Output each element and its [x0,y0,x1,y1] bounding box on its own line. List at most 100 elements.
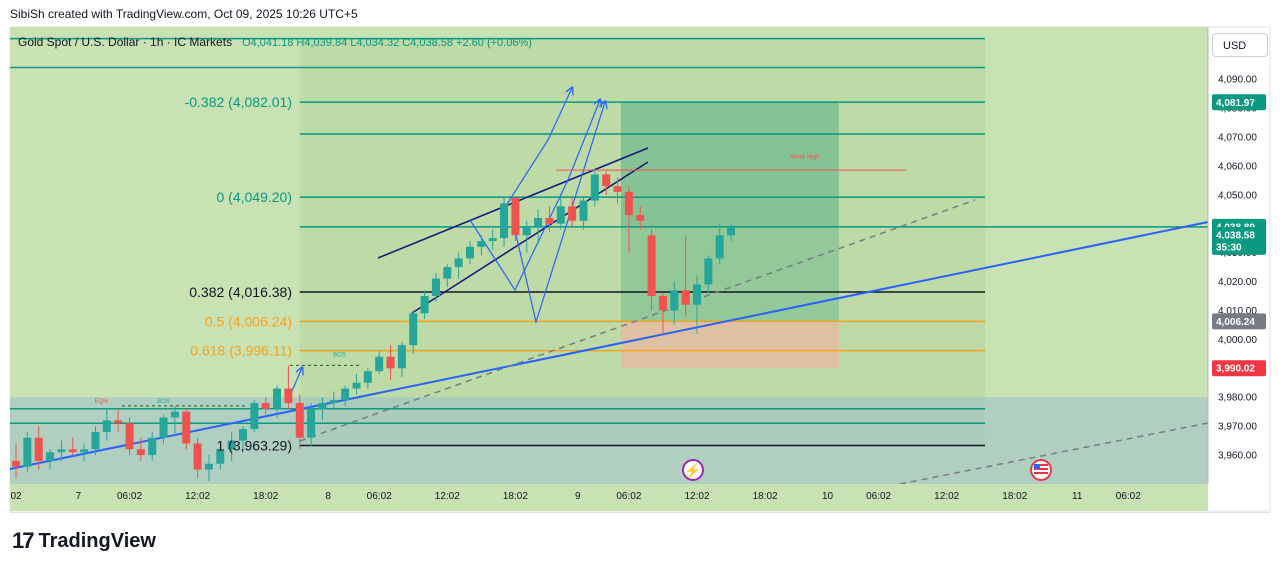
candle [670,281,679,325]
time-tick-label: 06:02 [1116,491,1141,502]
candle [409,310,418,354]
candle [182,408,191,450]
candle-body [68,449,77,453]
time-tick-label: 06:02 [117,491,142,502]
candle [170,405,179,435]
price-tick-label: 3,980.00 [1218,393,1257,404]
candle-body [193,443,202,470]
candle-body [46,452,55,461]
price-badge-label: 4,081.97 [1216,98,1255,109]
candle [545,206,554,233]
candle-body [534,217,543,227]
candle [511,197,520,242]
candle-body [318,403,327,409]
candle-body [23,437,32,467]
candle [250,400,259,432]
price-tick-label: 4,000.00 [1218,335,1257,346]
stop-zone [620,321,839,369]
candle-body [204,463,213,470]
candle [57,440,66,461]
ohlc-readout: O4,041.18 H4,039.84 L4,034.32 C4,038.58 … [242,37,532,49]
candle [693,275,701,334]
candle-body [182,411,191,444]
tradingview-logo[interactable]: 17 TradingView [12,528,156,553]
candle-body [431,278,440,296]
time-tick-label: 06:02 [866,491,891,502]
price-badge [1212,94,1266,111]
candle [568,197,577,227]
candle [715,223,724,265]
price-tick-label: 4,050.00 [1218,190,1257,201]
candle [227,431,236,461]
candle [363,368,372,389]
currency-button[interactable]: USD [1212,33,1268,57]
time-tick-label: 12:02 [684,491,709,502]
price-tick-label: 3,960.00 [1218,451,1257,462]
time-tick-label: 06:02 [616,491,641,502]
channel-lower-line [411,161,649,314]
candle-body [488,238,497,242]
candle [352,374,361,395]
candle-body [80,449,89,453]
candle-body [681,290,690,305]
candle [102,408,111,441]
candle [443,264,452,288]
candle [420,290,429,320]
candle-body [454,258,463,268]
candle [193,437,202,479]
candle-body [443,267,452,279]
us-flag-icon[interactable] [1030,459,1052,481]
candle [704,255,713,294]
candle [125,417,134,456]
candle-body [284,388,293,404]
candle [159,414,168,444]
time-tick-label: 18:02 [753,491,778,502]
candle-body [273,388,282,409]
candle [522,220,531,253]
time-tick-label: 12:02 [435,491,460,502]
candle-body [511,197,520,236]
candle-body [579,200,588,221]
candle-body [57,449,66,453]
time-tick-label: 8 [325,491,331,502]
fib-level-label: 0.5 (4,006.24) [205,313,292,329]
candle [148,431,157,461]
time-tick-label: 18:02 [503,491,528,502]
candle [466,241,474,265]
time-tick-label: 10 [822,491,834,502]
price-tick-label: 4,090.00 [1218,75,1257,86]
candle [579,197,588,230]
fib-level-label: 0.382 (4,016.38) [189,284,292,300]
candle-body [522,226,531,236]
candle [477,235,486,256]
candle [397,342,406,377]
candle-body [568,206,577,221]
candle [613,177,622,204]
time-tick-label: 11 [1072,491,1083,502]
symbol-title: Gold Spot / U.S. Dollar · 1h · IC Market… [18,35,232,49]
candle [636,206,645,230]
candle-body [670,290,679,311]
candle [284,365,293,409]
candle [590,168,599,207]
candle-body [556,206,565,224]
events-icon[interactable]: ⚡ [682,459,704,481]
candle-body [216,449,225,464]
candle-body [466,246,474,259]
svg-text:⚡: ⚡ [685,463,701,479]
time-tick-label: 18:02 [253,491,278,502]
candle-body [250,403,259,430]
candle [431,272,440,302]
ascending-trendline [9,221,1209,470]
candle [341,385,350,406]
time-axis-bg [10,484,1208,511]
candle-body [91,431,100,450]
price-tick-label: 4,020.00 [1218,277,1257,288]
projection-arrow [499,88,572,216]
candle-body [658,295,667,311]
footer-divider [10,512,1270,513]
candle [556,197,565,230]
time-tick-label: 12:02 [934,491,959,502]
candle-body [148,437,157,456]
